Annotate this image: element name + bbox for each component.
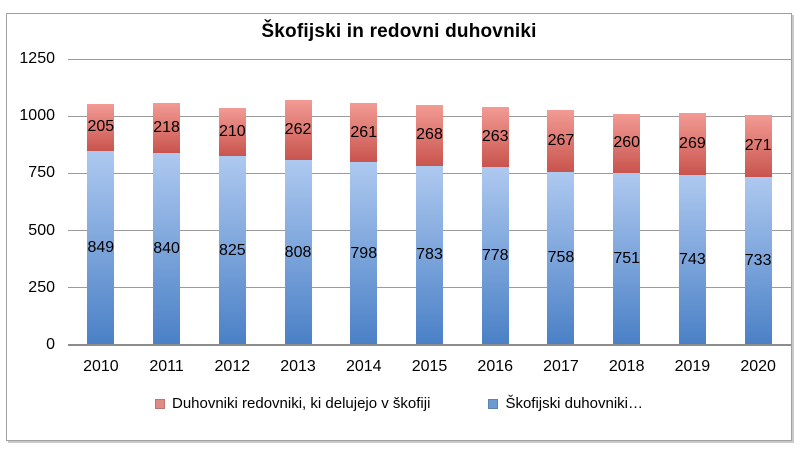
data-label: 751 bbox=[613, 250, 641, 268]
data-label: 778 bbox=[481, 246, 509, 264]
data-label: 798 bbox=[350, 244, 378, 262]
data-label: 205 bbox=[87, 118, 115, 136]
legend-label: Duhovniki redovniki, ki delujejo v škofi… bbox=[171, 395, 431, 412]
bar-segment-bottom bbox=[547, 171, 575, 345]
x-axis-tick-label: 2011 bbox=[149, 358, 184, 375]
bar-segment-top bbox=[218, 108, 246, 157]
bar-segment-top bbox=[613, 113, 641, 174]
x-axis-tick-label: 2016 bbox=[477, 358, 514, 375]
y-axis-tick-label: 1000 bbox=[19, 107, 55, 125]
bar-segment-bottom bbox=[744, 177, 772, 345]
bar-segment-bottom bbox=[284, 160, 312, 345]
bar-segment-top bbox=[153, 102, 181, 153]
data-label: 825 bbox=[218, 241, 246, 259]
chart-title: Škofijski in redovni duhovniki bbox=[261, 21, 537, 42]
bar-segment-top bbox=[416, 104, 443, 166]
data-label: 743 bbox=[679, 251, 706, 268]
bar-segment-bottom bbox=[87, 150, 115, 345]
data-label: 271 bbox=[744, 137, 772, 155]
x-axis-tick-label: 2013 bbox=[280, 358, 316, 375]
data-label: 808 bbox=[284, 243, 312, 261]
bar-segment-top bbox=[744, 115, 772, 178]
x-axis-tick-label: 2012 bbox=[214, 358, 251, 375]
data-label: 267 bbox=[547, 132, 575, 150]
bar-segment-bottom bbox=[416, 165, 443, 345]
x-axis-line bbox=[68, 344, 791, 346]
bar-segment-bottom bbox=[218, 156, 246, 345]
x-axis-tick-label: 2019 bbox=[674, 358, 711, 375]
bar-segment-bottom bbox=[678, 175, 706, 345]
bar-segment-top bbox=[350, 102, 378, 163]
data-label: 263 bbox=[481, 127, 509, 145]
x-axis-tick-label: 2017 bbox=[543, 358, 579, 375]
data-label: 218 bbox=[153, 118, 180, 136]
data-label: 758 bbox=[547, 249, 575, 267]
x-axis-tick-label: 2014 bbox=[345, 358, 382, 375]
y-axis-tick-label: 1250 bbox=[19, 50, 55, 67]
legend-item: Škofijski duhovniki… bbox=[488, 395, 643, 412]
bar-segment-top bbox=[87, 103, 115, 151]
y-axis-tick-label: 750 bbox=[28, 164, 55, 182]
y-axis-tick-label: 250 bbox=[28, 278, 55, 296]
y-axis-tick-label: 500 bbox=[28, 221, 55, 239]
bar-segment-top bbox=[284, 100, 312, 161]
gridline bbox=[68, 58, 791, 60]
data-label: 210 bbox=[218, 123, 246, 141]
x-axis-tick-label: 2010 bbox=[83, 358, 119, 375]
bar-segment-top bbox=[678, 113, 706, 175]
legend-item: Duhovniki redovniki, ki delujejo v škofi… bbox=[154, 395, 431, 412]
legend-marker-icon bbox=[154, 398, 165, 409]
bar-segment-top bbox=[481, 106, 509, 167]
data-label: 262 bbox=[284, 121, 312, 139]
legend-marker-icon bbox=[488, 398, 499, 409]
bar-segment-top bbox=[547, 110, 575, 172]
y-axis-tick-label: 0 bbox=[46, 336, 55, 353]
x-axis-tick-label: 2020 bbox=[740, 358, 776, 375]
legend-label: Škofijski duhovniki… bbox=[505, 395, 643, 412]
bar-segment-bottom bbox=[153, 152, 181, 345]
chart-legend: Duhovniki redovniki, ki delujejo v škofi… bbox=[7, 395, 791, 412]
x-axis-tick-label: 2018 bbox=[608, 358, 645, 375]
data-label: 260 bbox=[613, 134, 641, 152]
data-label: 268 bbox=[416, 126, 443, 144]
data-label: 840 bbox=[153, 239, 180, 257]
bar-segment-bottom bbox=[481, 166, 509, 345]
x-axis-tick-label: 2015 bbox=[411, 358, 448, 375]
data-label: 849 bbox=[87, 238, 115, 256]
bar-segment-bottom bbox=[613, 173, 641, 345]
data-label: 783 bbox=[416, 246, 443, 264]
bar-segment-bottom bbox=[350, 162, 378, 345]
plot-area: 0 250 500 750 1000 1250 205 849 2010 218 840 2011 21… bbox=[7, 14, 791, 440]
data-label: 261 bbox=[350, 123, 378, 141]
chart-frame: Škofijski in redovni duhovniki 0 250 500 75… bbox=[6, 13, 792, 441]
data-label: 269 bbox=[679, 135, 706, 153]
data-label: 733 bbox=[744, 252, 772, 270]
